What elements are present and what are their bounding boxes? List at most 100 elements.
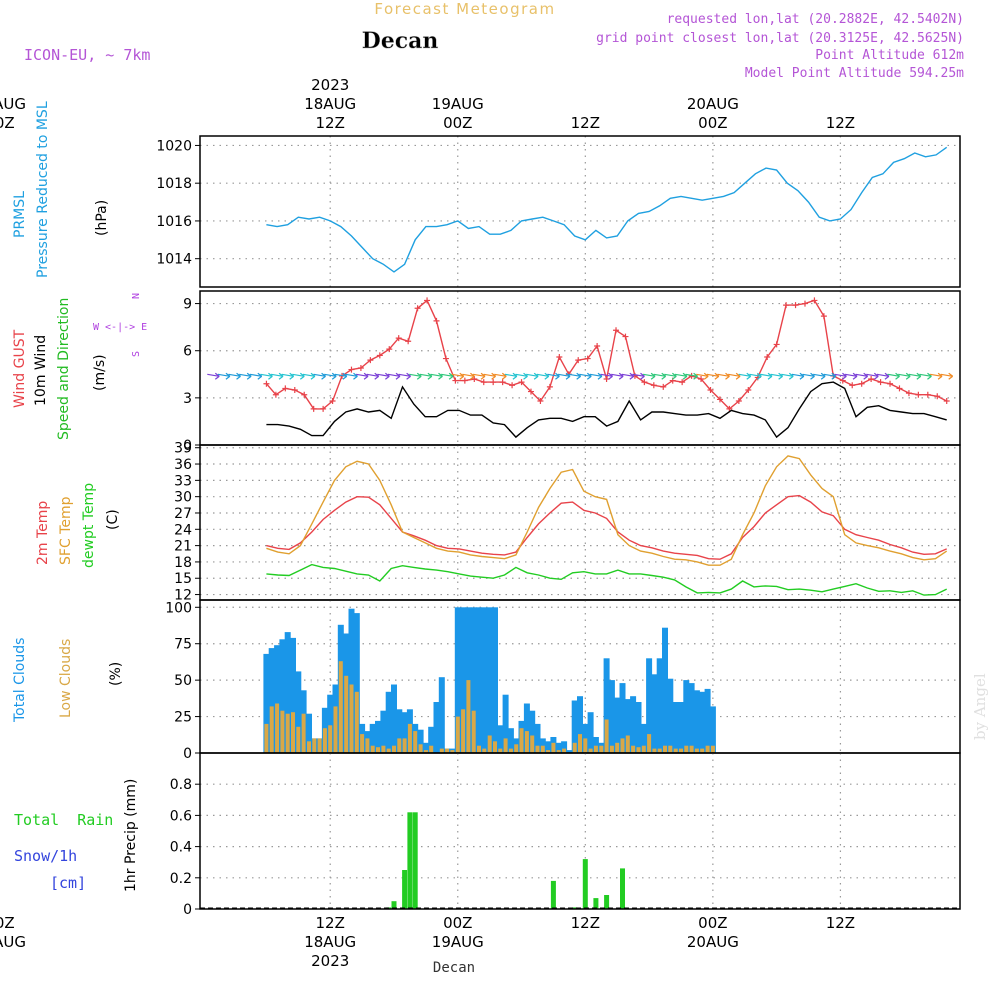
low-cloud-bar <box>663 745 667 753</box>
total-cloud-bar <box>587 712 594 753</box>
wind-direction-arrow <box>217 372 231 380</box>
low-cloud-bar <box>466 680 471 753</box>
y-tick-label: 1014 <box>156 252 192 268</box>
total-cloud-bar <box>704 688 711 753</box>
low-cloud-bar <box>508 748 513 753</box>
wind-direction-arrow <box>685 372 698 380</box>
low-cloud-bar <box>583 738 588 753</box>
y-tick-label: 100 <box>165 600 192 616</box>
wind-direction-arrow <box>632 372 645 380</box>
low-cloud-bar <box>530 735 535 753</box>
total-cloud-bar <box>375 720 381 753</box>
gust-marker <box>679 379 686 386</box>
low-cloud-bar <box>386 748 391 753</box>
gust-marker <box>858 380 865 387</box>
snow-unit: [cm] <box>50 874 86 892</box>
low-cloud-bar <box>556 750 561 753</box>
wind-direction-arrow <box>759 372 773 380</box>
total-cloud-bar <box>646 658 653 753</box>
gust-marker <box>301 391 308 398</box>
time-label: 00Z <box>698 114 727 132</box>
panel-frame <box>199 135 961 288</box>
gust-marker <box>556 354 563 360</box>
wind-direction-arrow <box>866 372 879 380</box>
low-cloud-bar <box>285 713 290 753</box>
wind-direction-arrow <box>462 372 475 380</box>
wind-direction-arrow <box>355 372 369 380</box>
low-cloud-bar <box>275 703 280 753</box>
total-cloud-bar <box>327 694 334 753</box>
total-cloud-bar <box>476 607 482 753</box>
series-line <box>266 563 948 596</box>
low-cloud-bar <box>673 748 678 753</box>
clouds-unit: (%) <box>108 662 124 686</box>
total-cloud-bar <box>268 648 275 753</box>
precip-bar <box>407 812 413 909</box>
low-cloud-bar <box>269 706 274 753</box>
clouds-label: Total Clouds Low Clouds (%) <box>12 638 124 723</box>
wind-direction-arrow <box>526 372 539 380</box>
compass-row: W <-|-> E <box>93 322 147 333</box>
rain-label: Total Rain <box>14 811 113 829</box>
low-cloud-bar <box>503 738 508 753</box>
total-cloud-bar <box>353 613 360 753</box>
total-cloud-bar <box>433 702 440 753</box>
gust-marker <box>943 398 950 404</box>
total-cloud-bar <box>470 607 477 753</box>
gust-marker <box>641 379 648 386</box>
low-cloud-bar <box>631 745 636 753</box>
low-cloud-bar <box>264 723 269 753</box>
wind-direction-arrow <box>270 372 284 380</box>
gust-marker <box>575 357 582 364</box>
low-cloud-bar <box>471 710 476 753</box>
total-cloud-bar <box>396 709 403 753</box>
y-tick-label: 0.6 <box>170 808 192 824</box>
wind-direction-arrow <box>664 372 677 380</box>
low-cloud-bar <box>392 745 396 753</box>
low-cloud-bar <box>354 691 359 753</box>
low-cloud-bar <box>641 745 646 753</box>
wind-direction-arrow <box>898 372 911 380</box>
time-label: 00Z <box>698 914 727 932</box>
total-cloud-bar <box>651 674 658 753</box>
wind-direction-arrow <box>855 372 869 380</box>
time-label: 21AUG <box>0 933 26 951</box>
temp-unit: (C) <box>105 509 121 530</box>
wind-direction-arrow <box>908 372 922 380</box>
gust-marker <box>735 398 742 404</box>
gust-marker <box>820 313 827 320</box>
precip-bar <box>582 859 588 909</box>
wind-direction-arrow <box>696 372 709 380</box>
gust-marker <box>792 302 799 309</box>
low-cloud-bar <box>524 731 529 753</box>
time-label: 18AUG <box>304 933 356 951</box>
time-label: 21AUG <box>0 95 26 113</box>
gust-marker <box>291 387 298 393</box>
gust-marker <box>518 379 525 386</box>
total-cloud-bar <box>263 653 270 753</box>
gust-marker <box>801 300 808 307</box>
total-cloud-bar <box>428 726 435 753</box>
total-cloud-bar <box>683 680 690 753</box>
y-tick-label: 18 <box>174 555 192 571</box>
total-cloud-bar <box>385 691 392 753</box>
low-cloud-bar <box>413 731 418 753</box>
gust-marker <box>896 385 903 392</box>
y-tick-label: 39 <box>174 441 192 457</box>
low-cloud-bar <box>604 719 609 753</box>
low-cloud-bar <box>710 745 715 753</box>
wind-direction-arrow <box>568 372 582 380</box>
wind-direction-arrow <box>472 372 486 380</box>
total-cloud-bar <box>614 697 621 753</box>
series-line <box>265 299 948 410</box>
temp-dewpt-label: dewpt Temp <box>81 483 97 568</box>
footer-location: Decan <box>433 960 475 976</box>
time-label: 00Z <box>0 914 15 932</box>
time-label: 12Z <box>826 914 855 932</box>
total-cloud-bar <box>502 694 509 753</box>
precip-bar <box>391 901 397 909</box>
clouds-panel: 0 25 50 75 100 <box>165 599 961 762</box>
precip-panel: 0 0.2 0.4 0.6 0.8 <box>170 752 961 918</box>
gust-marker <box>783 302 790 309</box>
wind-direction-arrow <box>324 372 337 380</box>
